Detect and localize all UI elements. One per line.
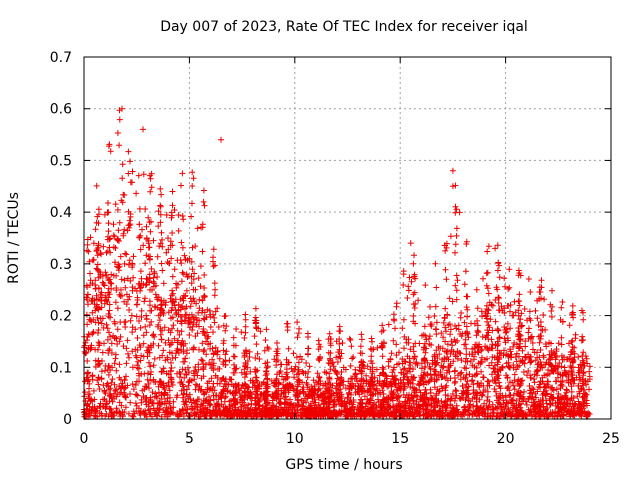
y-axis-label: ROTI / TECUs [6,192,22,284]
outlier-point [449,183,456,190]
outlier-point [449,167,456,174]
y-tick-label: 0.6 [50,102,72,118]
y-tick-label: 0.5 [50,153,72,169]
y-tick-label: 0.7 [50,50,72,66]
x-tick-label: 15 [391,431,409,447]
grid [84,57,611,419]
outlier-point [118,105,125,112]
outlier-point [140,126,147,133]
axis-ticks: 0 5 10 15 20 25 0 0.1 0.2 0.3 0.4 0.5 0.6 0.7 [50,50,620,447]
x-tick-label: 20 [497,431,515,447]
chart-title: Day 007 of 2023, Rate Of TEC Index for r… [160,19,528,35]
y-tick-label: 0.1 [50,360,72,376]
outlier-point [492,245,499,252]
data-points [81,105,593,420]
outlier-point [218,136,225,143]
y-tick-label: 0.2 [50,309,72,325]
y-tick-label: 0.3 [50,257,72,273]
x-tick-label: 10 [286,431,304,447]
x-tick-label: 5 [185,431,194,447]
x-tick-label: 0 [80,431,89,447]
y-tick-label: 0.4 [50,205,72,221]
outlier-point [407,240,414,247]
y-tick-label: 0 [63,412,72,428]
scatter-markers [81,107,593,420]
x-axis-label: GPS time / hours [285,457,402,473]
plot-frame [83,56,612,420]
x-tick-label: 25 [602,431,620,447]
